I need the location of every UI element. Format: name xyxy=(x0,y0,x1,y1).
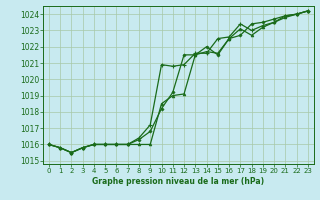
X-axis label: Graphe pression niveau de la mer (hPa): Graphe pression niveau de la mer (hPa) xyxy=(92,177,264,186)
